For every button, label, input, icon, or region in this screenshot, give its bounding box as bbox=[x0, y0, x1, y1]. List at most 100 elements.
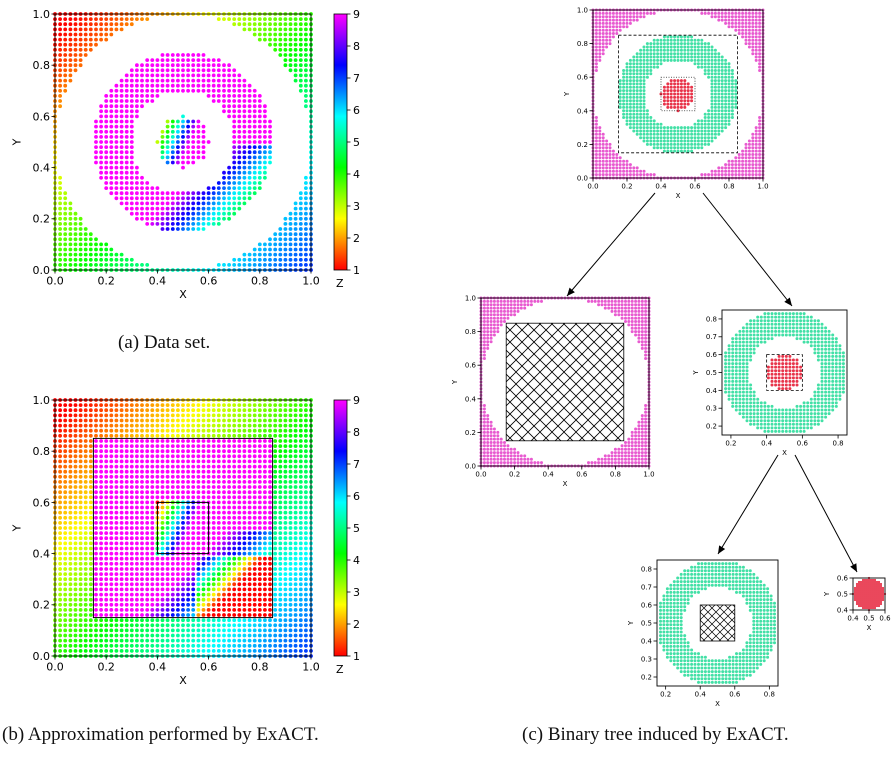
data-point bbox=[145, 526, 150, 530]
data-point bbox=[304, 47, 308, 52]
data-point bbox=[598, 11, 602, 15]
data-point bbox=[278, 485, 283, 489]
data-point bbox=[237, 531, 242, 535]
data-point bbox=[632, 116, 636, 119]
data-point bbox=[99, 567, 103, 571]
data-point bbox=[639, 62, 643, 66]
data-point bbox=[628, 72, 632, 76]
data-point bbox=[114, 495, 119, 500]
data-point bbox=[181, 222, 185, 226]
data-point bbox=[669, 38, 673, 42]
data-point bbox=[150, 449, 155, 454]
data-point bbox=[150, 439, 155, 443]
data-point bbox=[298, 474, 303, 479]
data-point bbox=[181, 191, 185, 196]
data-point bbox=[293, 618, 298, 623]
data-point bbox=[83, 618, 88, 623]
data-point bbox=[78, 227, 83, 231]
data-point bbox=[278, 633, 283, 638]
data-point bbox=[99, 165, 103, 170]
data-point bbox=[155, 216, 160, 221]
data-point bbox=[124, 572, 129, 576]
data-point bbox=[263, 17, 267, 21]
data-point bbox=[673, 146, 677, 150]
data-point bbox=[273, 561, 278, 566]
data-point bbox=[645, 55, 649, 59]
data-point bbox=[191, 608, 196, 612]
data-point bbox=[642, 58, 646, 62]
data-point bbox=[278, 444, 283, 448]
data-point bbox=[176, 119, 180, 124]
data-point bbox=[109, 526, 114, 530]
data-point bbox=[78, 500, 83, 505]
data-point bbox=[186, 628, 191, 633]
data-point bbox=[227, 201, 232, 206]
data-point bbox=[293, 433, 298, 438]
data-point bbox=[659, 42, 663, 46]
data-point bbox=[673, 52, 677, 56]
data-point bbox=[63, 413, 68, 418]
data-point bbox=[176, 124, 180, 129]
data-point bbox=[78, 649, 83, 653]
data-point bbox=[686, 142, 690, 146]
data-point bbox=[114, 510, 119, 515]
data-point bbox=[222, 423, 226, 428]
data-point bbox=[222, 587, 226, 592]
data-point bbox=[155, 638, 160, 643]
data-point bbox=[78, 526, 83, 530]
data-point bbox=[78, 454, 83, 459]
data-point bbox=[247, 428, 252, 433]
data-point bbox=[104, 613, 109, 617]
data-point bbox=[73, 423, 78, 428]
data-point bbox=[145, 505, 150, 510]
data-point bbox=[83, 423, 88, 428]
data-point bbox=[232, 418, 237, 423]
data-point bbox=[68, 454, 73, 459]
data-point bbox=[268, 505, 272, 510]
data-point bbox=[109, 449, 114, 454]
data-point bbox=[288, 623, 293, 628]
data-point bbox=[257, 608, 262, 612]
data-point bbox=[242, 428, 247, 433]
data-point bbox=[278, 469, 283, 474]
data-point bbox=[605, 153, 609, 156]
data-point bbox=[611, 169, 615, 173]
data-point bbox=[628, 99, 632, 103]
tree-edge-right-right-left bbox=[717, 454, 779, 555]
data-point bbox=[693, 132, 697, 136]
data-point bbox=[293, 58, 298, 62]
data-point bbox=[119, 155, 124, 160]
data-point bbox=[83, 567, 88, 571]
data-point bbox=[683, 136, 687, 140]
data-point bbox=[88, 413, 93, 418]
data-point bbox=[63, 227, 68, 231]
data-point bbox=[288, 500, 293, 505]
data-point bbox=[201, 515, 206, 520]
data-point bbox=[601, 169, 605, 173]
data-point bbox=[662, 102, 666, 106]
data-point bbox=[288, 252, 293, 257]
data-point bbox=[622, 79, 626, 83]
data-point bbox=[642, 95, 646, 99]
data-point bbox=[666, 132, 670, 136]
data-point bbox=[94, 556, 98, 561]
data-point bbox=[109, 592, 114, 597]
data-point bbox=[78, 428, 83, 433]
data-point bbox=[635, 116, 639, 119]
data-point bbox=[196, 150, 201, 155]
data-point bbox=[165, 572, 170, 576]
data-point bbox=[186, 623, 191, 628]
data-point bbox=[206, 649, 211, 653]
data-point bbox=[135, 78, 139, 83]
data-point bbox=[119, 521, 124, 525]
data-point bbox=[201, 201, 206, 206]
data-point bbox=[191, 515, 196, 520]
data-point bbox=[257, 444, 262, 448]
data-point bbox=[252, 413, 257, 418]
data-point bbox=[104, 531, 109, 535]
data-point bbox=[191, 418, 196, 423]
data-point bbox=[145, 408, 150, 413]
data-point bbox=[263, 104, 267, 109]
data-point bbox=[155, 577, 160, 582]
data-point bbox=[304, 433, 308, 438]
